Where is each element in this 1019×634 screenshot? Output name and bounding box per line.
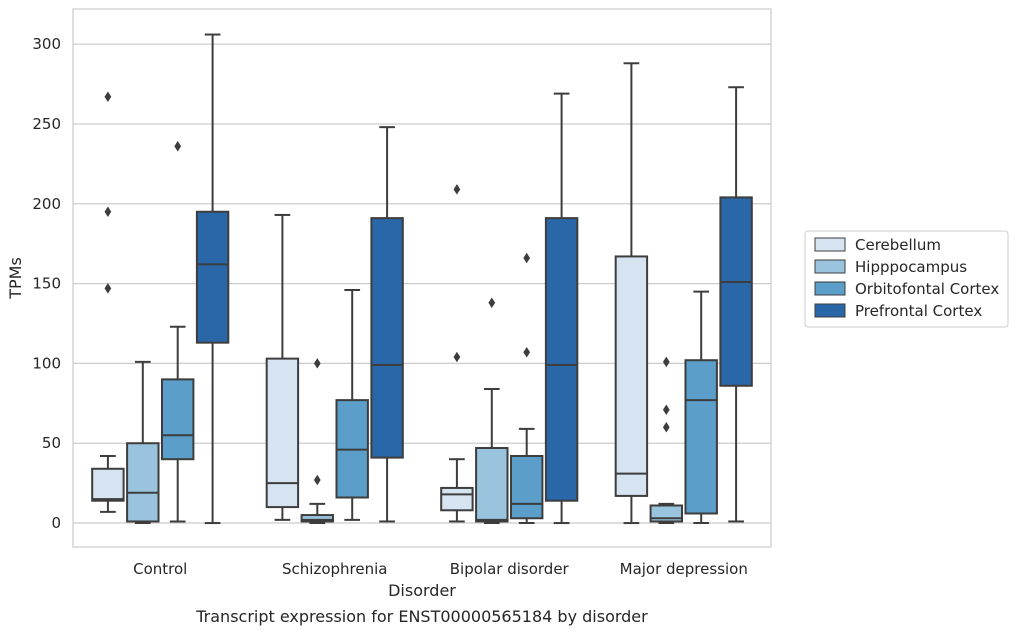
legend-label: Cerebellum — [855, 236, 941, 254]
outlier-point — [662, 356, 670, 368]
legend-swatch — [814, 259, 846, 274]
outlier-point — [174, 141, 182, 152]
box — [126, 360, 160, 525]
y-tick-label-100: 100 — [32, 354, 61, 372]
x-tick-label: Bipolar disorder — [450, 560, 570, 578]
box — [649, 356, 684, 525]
box — [614, 62, 649, 525]
chart-caption: Transcript expression for ENST0000056518… — [195, 607, 648, 626]
y-axis-label: TPMs — [6, 257, 25, 300]
box-iqr — [475, 447, 509, 523]
legend-swatch — [814, 281, 846, 296]
box — [335, 288, 369, 521]
box — [195, 33, 230, 525]
series-orbitofontal-cortex — [160, 141, 718, 525]
x-tick-label: Schizophrenia — [282, 560, 387, 578]
box — [440, 184, 474, 523]
x-tick-labels: Control Schizophrenia Bipolar disorder Majo… — [133, 560, 748, 578]
box — [544, 92, 579, 525]
series-prefrontal-cortex — [195, 33, 753, 525]
outlier-point — [104, 206, 112, 217]
outlier-point — [662, 404, 670, 415]
box — [370, 126, 404, 523]
y-tick-label-200: 200 — [32, 195, 61, 213]
outlier-point — [488, 297, 496, 308]
outlier-point — [104, 283, 112, 294]
box-iqr — [509, 455, 544, 520]
box — [684, 290, 718, 525]
legend-label: Orbitofontal Cortex — [855, 280, 999, 298]
x-tick-label: Control — [133, 560, 187, 578]
box — [160, 141, 195, 523]
outlier-point — [313, 474, 321, 486]
y-tick-label-250: 250 — [32, 115, 61, 133]
box-iqr — [300, 514, 335, 523]
y-tick-label-300: 300 — [32, 35, 61, 53]
box — [265, 213, 300, 521]
box-iqr — [160, 378, 195, 461]
box-iqr — [195, 210, 230, 344]
x-tick-label: Major depression — [620, 560, 748, 578]
box-iqr — [544, 217, 579, 502]
series-cerebellum — [91, 62, 649, 525]
y-tick-labels: 0 50 100 150 200 250 300 — [32, 35, 61, 532]
x-axis-label: Disorder — [388, 581, 456, 600]
box-iqr — [370, 217, 404, 459]
legend-label: Prefrontal Cortex — [855, 302, 982, 320]
box-iqr — [684, 359, 718, 515]
outlier-point — [453, 184, 461, 195]
outlier-point — [523, 346, 531, 358]
box — [300, 358, 335, 525]
series-hipppocampus — [126, 297, 684, 525]
legend-swatch — [814, 303, 846, 318]
box — [719, 86, 753, 523]
box-iqr — [614, 255, 649, 497]
box-iqr — [440, 486, 474, 512]
outlier-point — [523, 252, 531, 264]
box — [475, 297, 509, 525]
legend: Cerebellum Hipppocampus Orbitofontal Corte… — [804, 230, 1009, 328]
legend-items: Cerebellum Hipppocampus Orbitofontal Corte… — [814, 236, 999, 320]
legend-swatch — [814, 237, 846, 252]
outlier-point — [104, 91, 112, 103]
box — [91, 91, 125, 513]
box-iqr — [126, 442, 160, 523]
outlier-point — [662, 422, 670, 433]
legend-label: Hipppocampus — [855, 258, 967, 276]
y-tick-label-50: 50 — [42, 434, 61, 452]
box-iqr — [265, 357, 300, 509]
outlier-point — [453, 351, 461, 363]
legend-frame — [804, 230, 1009, 328]
box-series — [91, 33, 753, 525]
plot-frame — [72, 8, 772, 548]
outlier-point — [313, 358, 321, 369]
box — [509, 252, 544, 525]
box-iqr — [91, 467, 125, 502]
y-tick-label-0: 0 — [51, 514, 61, 532]
y-tick-label-150: 150 — [32, 275, 61, 293]
box-iqr — [719, 196, 753, 387]
